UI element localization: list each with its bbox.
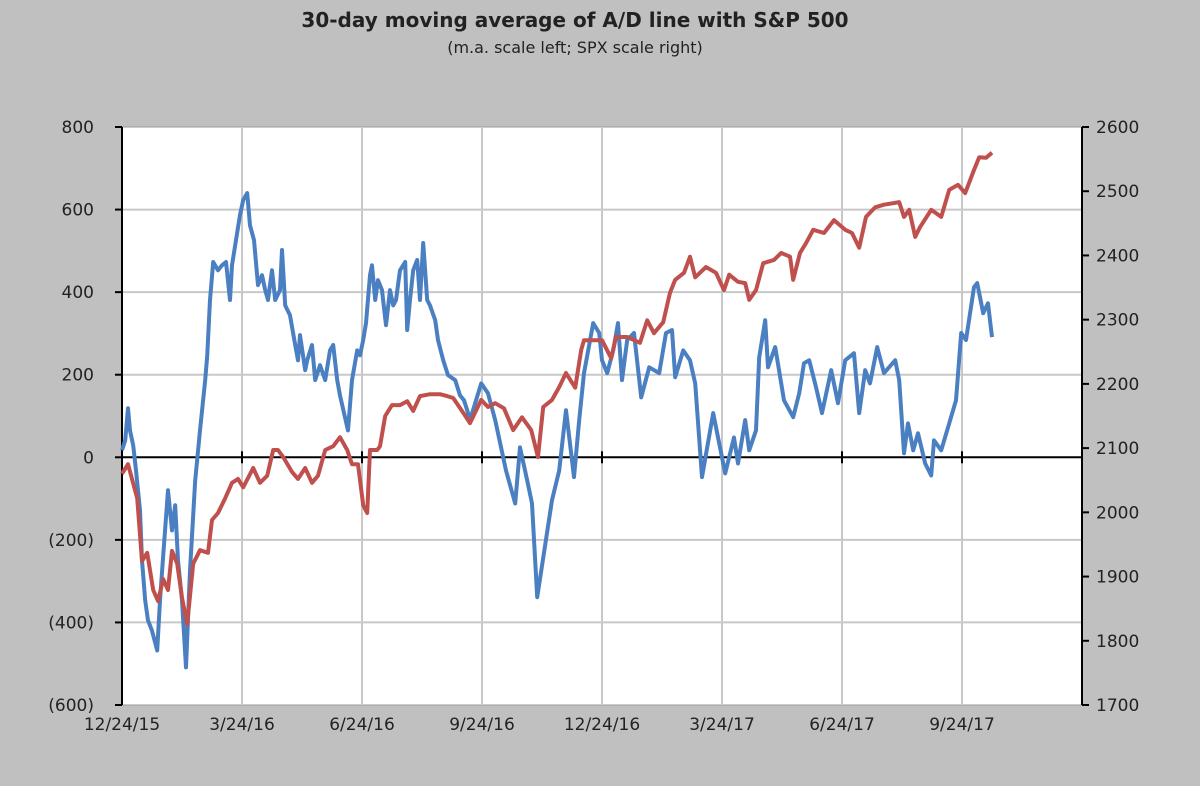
x-tick-label: 9/24/17 [929, 715, 995, 735]
y-tick-label: (600) [48, 696, 94, 716]
y2-tick-label: 2300 [1096, 311, 1139, 331]
chart-subtitle: (m.a. scale left; SPX scale right) [447, 38, 703, 57]
series-lines [120, 151, 994, 670]
y-tick-label: 0 [83, 448, 94, 468]
x-tick-label: 12/24/16 [564, 715, 640, 735]
y-tick-label: 400 [62, 283, 94, 303]
y-tick-label: 600 [62, 201, 94, 221]
y-tick-label: 200 [62, 366, 94, 386]
y2-tick-label: 1800 [1096, 632, 1139, 652]
y2-tick-label: 1700 [1096, 696, 1139, 716]
y2-tick-label: 2400 [1096, 246, 1139, 266]
spx-series [120, 151, 994, 627]
x-tick-label: 3/24/16 [209, 715, 275, 735]
y-tick-label: (400) [48, 613, 94, 633]
x-tick-label: 6/24/17 [809, 715, 875, 735]
y2-tick-label: 2600 [1096, 118, 1139, 138]
y2-tick-label: 2200 [1096, 375, 1139, 395]
y2-tick-label: 2500 [1096, 182, 1139, 202]
y2-tick-label: 1900 [1096, 568, 1139, 588]
chart-title: 30-day moving average of A/D line with S… [301, 8, 849, 32]
ad-line-series [120, 191, 994, 670]
y-tick-label: (200) [48, 531, 94, 551]
tick-labels: 8006004002000(200)(400)(600)260025002400… [48, 118, 1139, 735]
gridlines [122, 127, 1082, 705]
x-tick-label: 9/24/16 [449, 715, 515, 735]
x-tick-label: 3/24/17 [689, 715, 755, 735]
x-tick-label: 12/24/15 [84, 715, 160, 735]
x-tick-label: 6/24/16 [329, 715, 395, 735]
y2-tick-label: 2100 [1096, 439, 1139, 459]
y2-tick-label: 2000 [1096, 503, 1139, 523]
y-tick-label: 800 [62, 118, 94, 138]
